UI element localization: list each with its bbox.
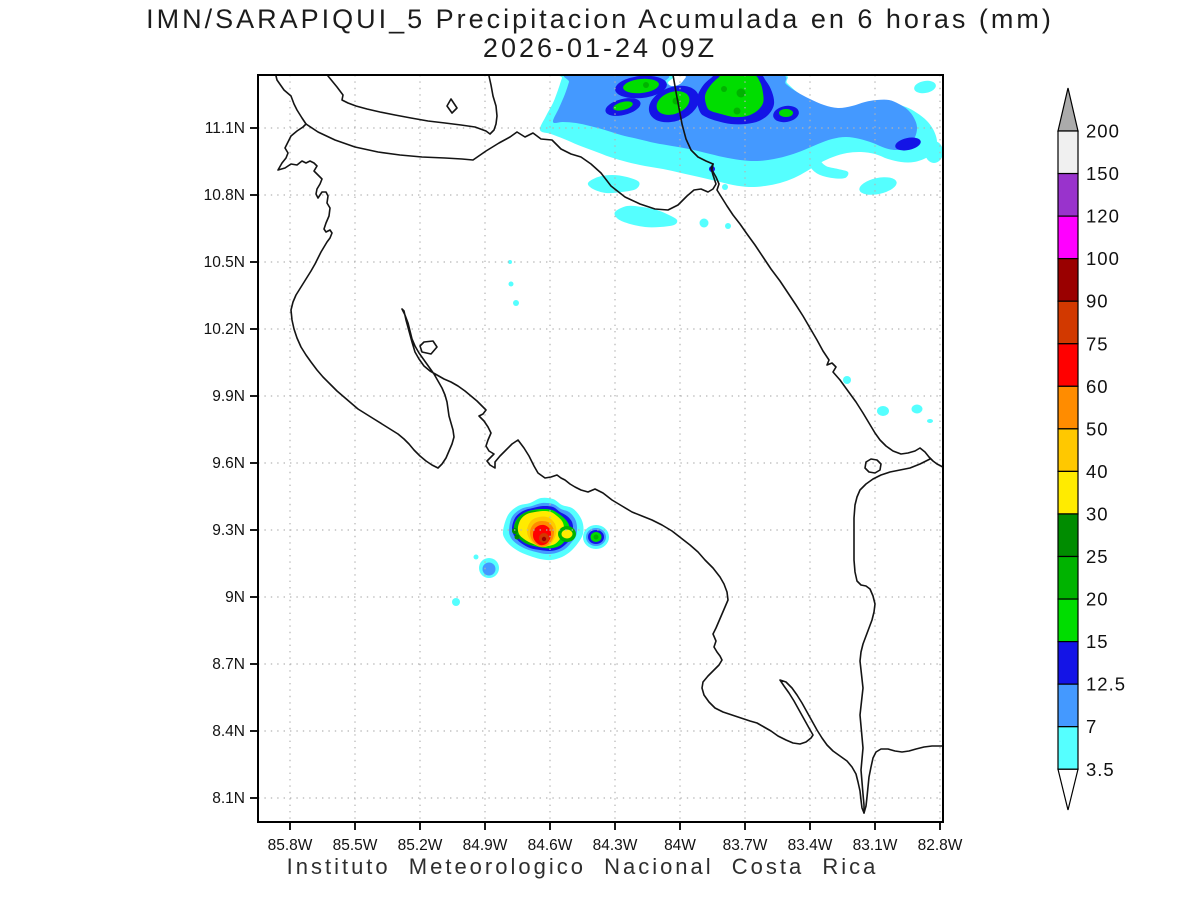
colorbar-level-label: 75 [1086,333,1109,354]
colorbar-level-label: 90 [1086,291,1109,312]
colorbar-level-label: 15 [1086,631,1109,652]
panama-border [853,458,931,814]
colorbar-cell [1057,428,1079,473]
y-tick-label: 10.2N [204,321,245,338]
x-tick-label: 84.6W [528,837,573,854]
y-tick-label: 8.4N [212,723,245,740]
colorbar-cell [1057,172,1079,217]
colorbar-cell [1057,470,1079,515]
coastlines [275,75,943,814]
colorbar-level-label: 120 [1086,206,1120,227]
x-tick-label: 85.5W [333,837,378,854]
y-tick-label: 9.3N [212,522,245,539]
colorbar-cell [1057,215,1079,260]
colorbar-level-label: 60 [1086,376,1109,397]
map-frame [250,74,944,830]
colorbar-cell [1057,683,1079,728]
colorbar-level-label: 3.5 [1086,759,1115,780]
colorbar-level-label: 7 [1086,716,1097,737]
colorbar-cell [1057,343,1079,387]
colorbar: 200 150 120 100 90 75 60 50 40 30 25 20 15 12.5 7 3.5 [1057,87,1126,811]
costa-rica-pacific-coast [277,123,943,814]
grid-lines [258,75,943,822]
colorbar-level-label: 12.5 [1086,674,1126,695]
y-tick-label: 9N [225,589,245,606]
y-axis-labels: 11.1N 10.8N 10.5N 10.2N 9.9N 9.6N 9.3N 9N 8.7N 8.… [204,120,245,807]
gulf-of-nicoya-island [419,340,438,355]
colorbar-over-arrow [1057,87,1079,132]
colorbar-cell [1057,258,1079,302]
costa-rica-caribbean-coast [711,163,943,469]
y-tick-label: 8.7N [212,656,245,673]
colorbar-level-label: 150 [1086,163,1120,184]
colorbar-level-label: 20 [1086,589,1109,610]
colorbar-level-label: 25 [1086,546,1109,567]
x-tick-label: 85.2W [398,837,443,854]
colorbar-level-label: 40 [1086,461,1109,482]
precipitation-field [452,75,943,606]
nicaragua-border [305,123,717,211]
lake-island [446,98,458,114]
lake-nicaragua-shore [327,75,498,135]
colorbar-cell [1057,513,1079,558]
x-tick-label: 84W [664,837,696,854]
colorbar-cell [1057,555,1079,600]
almirante-lagoon [864,458,882,474]
y-tick-label: 10.5N [204,254,245,271]
x-tick-label: 83.7W [723,837,768,854]
colorbar-level-label: 200 [1086,121,1120,142]
caribbean-coast-north [672,75,714,165]
plot-datetime: 2026-01-24 09Z [482,33,718,63]
y-tick-label: 9.9N [212,388,245,405]
colorbar-level-label: 100 [1086,248,1120,269]
colorbar-cell [1057,726,1079,770]
plot-title: IMN/SARAPIQUI_5 Precipitacion Acumulada … [146,4,1054,34]
x-tick-label: 84.9W [463,837,508,854]
x-tick-label: 83.4W [788,837,833,854]
nicaragua-pacific-coast [275,75,307,125]
x-tick-label: 84.3W [593,837,638,854]
x-tick-label: 82.8W [918,837,963,854]
y-tick-label: 10.8N [204,187,245,204]
x-axis-labels: 85.8W 85.5W 85.2W 84.9W 84.6W 84.3W 84W 83.7W 83… [268,837,963,854]
colorbar-cell [1057,598,1079,643]
y-tick-label: 9.6N [212,455,245,472]
x-tick-label: 85.8W [268,837,313,854]
colorbar-level-label: 30 [1086,503,1109,524]
colorbar-cell [1057,385,1079,430]
colorbar-cell [1057,640,1079,685]
colorbar-under-arrow [1057,768,1079,811]
colorbar-cell [1057,130,1079,175]
colorbar-level-label: 50 [1086,418,1109,439]
institute-caption: Instituto Meteorologico Nacional Costa R… [286,854,879,879]
y-tick-label: 11.1N [205,120,245,137]
colorbar-cell [1057,300,1079,345]
y-tick-label: 8.1N [212,790,245,807]
x-tick-label: 83.1W [853,837,898,854]
